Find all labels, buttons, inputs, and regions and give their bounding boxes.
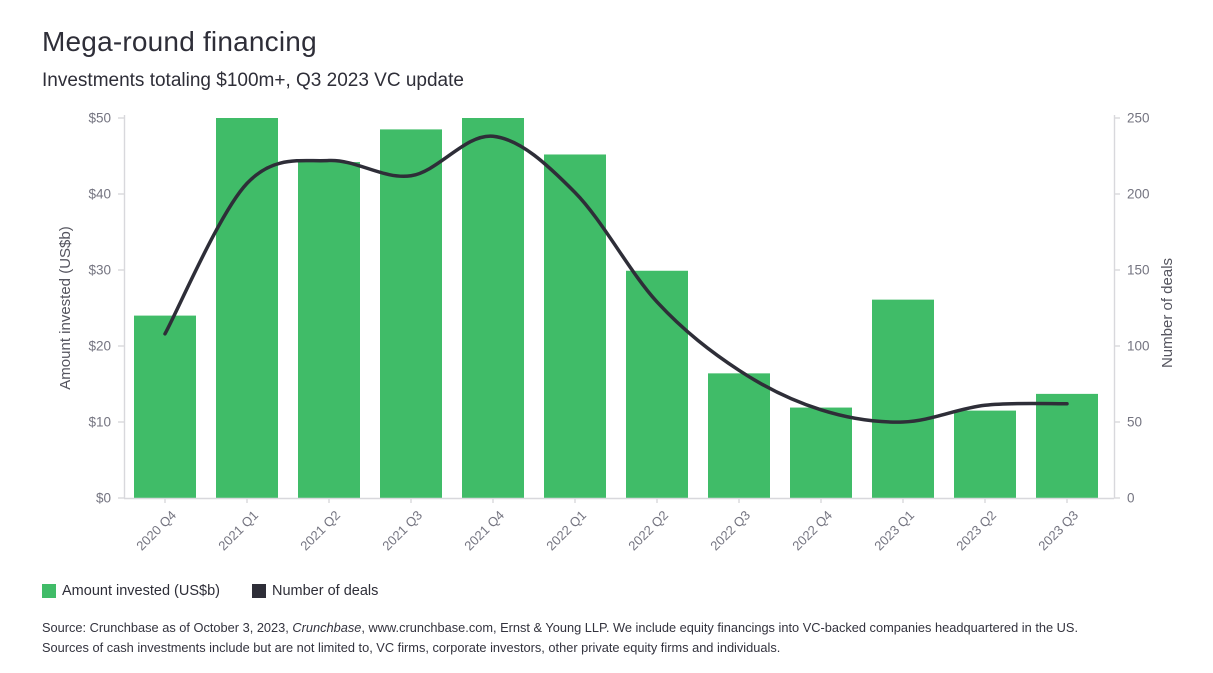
right-axis-tick-label: 150: [1127, 263, 1150, 278]
x-axis-label: 2021 Q3: [379, 508, 425, 554]
x-axis-label: 2023 Q2: [953, 508, 999, 554]
source-note: Source: Crunchbase as of October 3, 2023…: [42, 618, 1182, 658]
source-line-2: Sources of cash investments include but …: [42, 640, 781, 655]
left-axis-tick-label: $0: [96, 491, 111, 506]
bar-2021-q4: [462, 118, 524, 498]
source-italic-crunchbase: Crunchbase: [292, 620, 362, 635]
left-axis-tick-label: $40: [88, 187, 111, 202]
x-axis-label: 2023 Q1: [871, 508, 917, 554]
bar-2023-q1: [872, 299, 934, 498]
left-axis-tick-label: $10: [88, 415, 111, 430]
source-line-1: Source: Crunchbase as of October 3, 2023…: [42, 620, 1078, 635]
right-axis-tick-label: 0: [1127, 491, 1135, 506]
left-axis-tick-label: $30: [88, 263, 111, 278]
right-axis-tick-label: 250: [1127, 111, 1150, 126]
bar-2021-q1: [216, 118, 278, 498]
x-axis-label: 2023 Q3: [1035, 508, 1081, 554]
right-axis-title: Number of deals: [1159, 258, 1176, 368]
legend-label-amount-invested: Amount invested (US$b): [62, 583, 220, 599]
x-axis-label: 2022 Q3: [707, 508, 753, 554]
x-axis-label: 2020 Q4: [133, 508, 179, 554]
right-axis-tick-label: 50: [1127, 415, 1142, 430]
chart-canvas: $0 $10 $20 $30 $40 $50 0 50 100 150 200 250 2020 Q4 2…: [57, 111, 1176, 554]
legend-item-number-of-deals: Number of deals: [251, 583, 379, 599]
legend-item-amount-invested: Amount invested (US$b): [42, 583, 220, 599]
left-axis-title: Amount invested (US$b): [57, 226, 74, 389]
page-subtitle: Investments totaling $100m+, Q3 2023 VC …: [42, 70, 464, 91]
left-axis-tick-label: $20: [88, 339, 111, 354]
bar-2022-q2: [626, 270, 688, 498]
chart-legend: Amount invested (US$b) Number of deals: [42, 583, 378, 599]
x-axis-label: 2021 Q1: [215, 508, 261, 554]
bar-2022-q3: [708, 373, 770, 498]
bar-2023-q3: [1036, 393, 1098, 498]
bar-2023-q2: [954, 410, 1016, 498]
x-axis-label: 2022 Q1: [543, 508, 589, 554]
legend-swatch-bar-icon: [42, 584, 56, 598]
x-axis-label: 2022 Q2: [625, 508, 671, 554]
bar-2021-q3: [380, 129, 442, 498]
bar-2022-q4: [790, 407, 852, 498]
right-axis-tick-label: 100: [1127, 339, 1150, 354]
legend-label-number-of-deals: Number of deals: [271, 583, 379, 599]
bar-2021-q2: [298, 162, 360, 498]
x-axis-label: 2022 Q4: [789, 508, 835, 554]
x-axis-label: 2021 Q4: [461, 508, 507, 554]
bar-2022-q1: [544, 154, 606, 499]
bar-2020-q4: [134, 315, 196, 498]
left-axis-tick-label: $50: [88, 111, 111, 126]
x-axis-label: 2021 Q2: [297, 508, 343, 554]
legend-swatch-line-icon: [251, 584, 266, 598]
deals-line: [163, 134, 1069, 424]
page-title: Mega-round financing: [42, 26, 317, 57]
right-axis-tick-label: 200: [1127, 187, 1150, 202]
